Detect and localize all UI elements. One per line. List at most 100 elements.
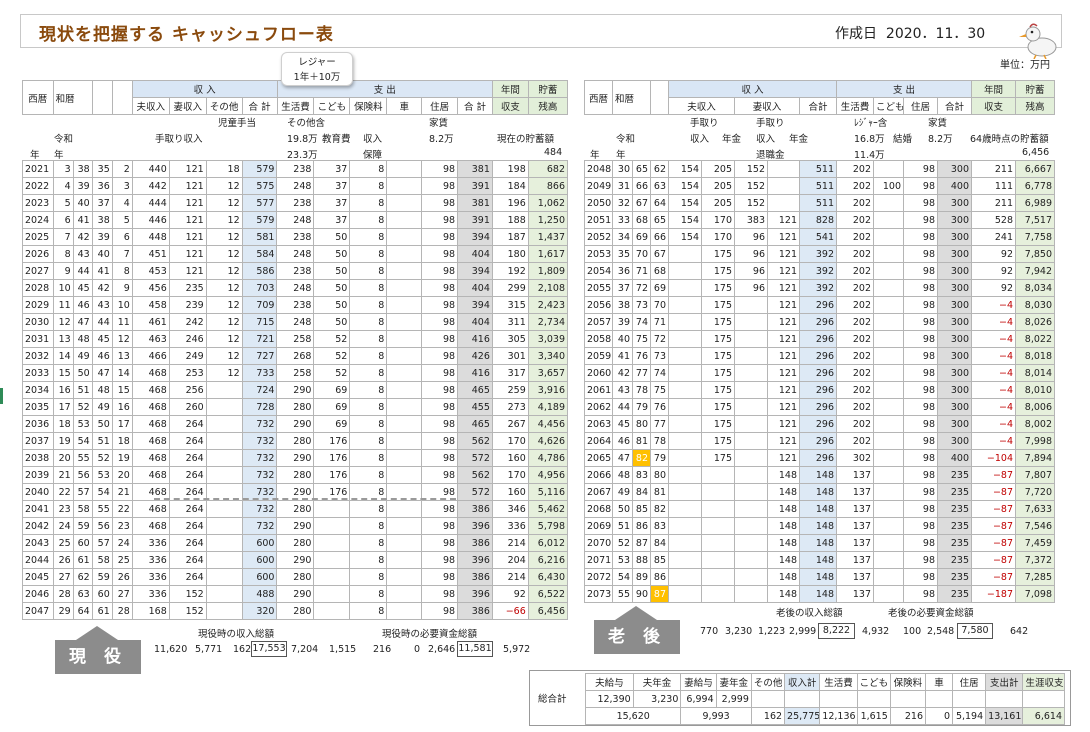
table-cell: 248 bbox=[276, 313, 315, 331]
table-cell: 404 bbox=[457, 313, 493, 331]
table-cell: 55 bbox=[612, 585, 633, 603]
table-cell: 2057 bbox=[584, 313, 613, 331]
table-cell: 17 bbox=[52, 398, 74, 416]
table-cell: 7,758 bbox=[1015, 228, 1055, 246]
up-arrow-icon bbox=[76, 626, 118, 640]
table-cell: 121 bbox=[168, 262, 207, 280]
table-cell bbox=[734, 466, 768, 484]
rougo-expense-label: 老後の必要資金総額 bbox=[888, 608, 974, 619]
table-cell: 160 bbox=[491, 483, 529, 501]
table-cell: 12 bbox=[205, 364, 243, 382]
table-row: 2065 47 82 79 175 121 296 302 98 400 −104 7,894 bbox=[584, 449, 1055, 467]
table-cell bbox=[873, 534, 904, 552]
r-label-shunyu1: 収入 bbox=[690, 134, 710, 145]
balloon-line2: 1年＋10万 bbox=[293, 72, 341, 83]
table-cell: 98 bbox=[421, 194, 459, 212]
col-insurance: 保険料 bbox=[349, 97, 388, 115]
table-cell: 394 bbox=[457, 228, 493, 246]
table-cell: 2066 bbox=[584, 466, 613, 484]
table-cell bbox=[313, 585, 351, 603]
table-cell: 296 bbox=[799, 432, 837, 450]
table-cell bbox=[668, 398, 702, 416]
table-cell bbox=[701, 585, 735, 603]
summary-cell bbox=[856, 690, 891, 708]
table-cell: 82 bbox=[650, 500, 669, 518]
table-cell bbox=[205, 534, 243, 552]
table-cell bbox=[668, 483, 702, 501]
table-cell: −4 bbox=[971, 313, 1016, 331]
table-cell: 79 bbox=[650, 449, 669, 467]
table-row: 2038 20 55 52 19 468 264 732 290 176 8 98 572 160 4,78… bbox=[22, 449, 569, 467]
table-row: 2042 24 59 56 23 468 264 732 290 8 98 396 336 5,798 bbox=[22, 517, 569, 535]
table-row: 2024 6 41 38 5 446 121 12 579 248 37 8 98 391 188 1,250 bbox=[22, 211, 569, 229]
table-row: 2073 55 90 87 148 148 137 98 235 −187 7,098 bbox=[584, 585, 1055, 603]
rougo-v4: 2,999 bbox=[789, 626, 817, 637]
table-cell: 54 bbox=[72, 432, 93, 450]
table-cell: 296 bbox=[799, 364, 837, 382]
table-cell: 511 bbox=[799, 194, 837, 212]
table-row: 2061 43 78 75 175 121 296 202 98 300 −4 8,010 bbox=[584, 381, 1055, 399]
table-cell: 300 bbox=[937, 228, 972, 246]
table-cell: 468 bbox=[131, 364, 170, 382]
table-cell: 41 bbox=[91, 262, 113, 280]
table-cell: 2,423 bbox=[527, 296, 569, 314]
table-cell: 4 bbox=[52, 177, 74, 195]
table-cell bbox=[668, 262, 702, 280]
table-cell: 300 bbox=[937, 432, 972, 450]
table-cell: 300 bbox=[937, 398, 972, 416]
col-age2 bbox=[111, 80, 133, 115]
table-cell: 50 bbox=[91, 415, 113, 433]
row-marker bbox=[0, 388, 3, 404]
r-label-at64: 64歳時点の貯蓄額 bbox=[970, 134, 1049, 145]
table-cell: 37 bbox=[313, 194, 351, 212]
table-cell: 572 bbox=[457, 483, 493, 501]
table-cell: 70 bbox=[650, 296, 669, 314]
table-cell: 442 bbox=[131, 177, 170, 195]
r-label-tedori2: 手取り bbox=[756, 118, 785, 129]
table-cell: 11 bbox=[111, 313, 133, 331]
genneki-v6: 1,515 bbox=[329, 644, 357, 655]
table-cell: 96 bbox=[734, 262, 768, 280]
table-cell: 45 bbox=[612, 415, 633, 433]
table-cell: 19 bbox=[111, 449, 133, 467]
r-label-nen2: 年 bbox=[616, 150, 626, 161]
table-row: 2054 36 71 68 175 96 121 392 202 98 300 92 7,942 bbox=[584, 262, 1055, 280]
table-cell: 65 bbox=[650, 211, 669, 229]
r-col-kids: こども bbox=[873, 97, 905, 115]
summary-header: 妻給与 bbox=[680, 673, 717, 691]
table-cell: 175 bbox=[701, 381, 735, 399]
summary-header: 夫年金 bbox=[632, 673, 682, 691]
table-cell: 78 bbox=[632, 381, 651, 399]
table-cell: 31 bbox=[612, 177, 633, 195]
label-genzai: 現在の貯蓄額 bbox=[497, 134, 555, 145]
table-cell: 465 bbox=[457, 415, 493, 433]
table-cell: 2041 bbox=[22, 500, 54, 518]
col-income: 収 入 bbox=[131, 80, 278, 98]
label-tedori: 手取り収入 bbox=[155, 134, 203, 145]
table-cell: 239 bbox=[168, 296, 207, 314]
summary-cell bbox=[925, 690, 953, 708]
table-cell: 8 bbox=[52, 245, 74, 263]
table-cell: 98 bbox=[421, 347, 459, 365]
table-cell: 192 bbox=[491, 262, 529, 280]
table-cell: 426 bbox=[457, 347, 493, 365]
table-cell: 264 bbox=[168, 432, 207, 450]
table-row: 2031 13 48 45 12 463 246 12 721 258 52 8 98 416 305 3,0… bbox=[22, 330, 569, 348]
table-cell: 25 bbox=[111, 551, 133, 569]
table-cell: 238 bbox=[276, 228, 315, 246]
table-cell: 7 bbox=[52, 228, 74, 246]
table-cell: 682 bbox=[527, 160, 569, 178]
table-cell: 2054 bbox=[584, 262, 613, 280]
summary-header: こども bbox=[856, 673, 891, 691]
table-cell: 202 bbox=[836, 194, 874, 212]
table-cell: 39 bbox=[91, 228, 113, 246]
table-cell: 5,462 bbox=[527, 500, 569, 518]
table-cell: 456 bbox=[131, 279, 170, 297]
table-cell: 562 bbox=[457, 432, 493, 450]
table-row: 2056 38 73 70 175 121 296 202 98 300 −4 8,030 bbox=[584, 296, 1055, 314]
table-cell: 121 bbox=[767, 398, 800, 416]
table-cell: 248 bbox=[276, 245, 315, 263]
table-cell: 68 bbox=[632, 211, 651, 229]
table-cell: 8,022 bbox=[1015, 330, 1055, 348]
summary-cell: 3,230 bbox=[632, 690, 682, 708]
